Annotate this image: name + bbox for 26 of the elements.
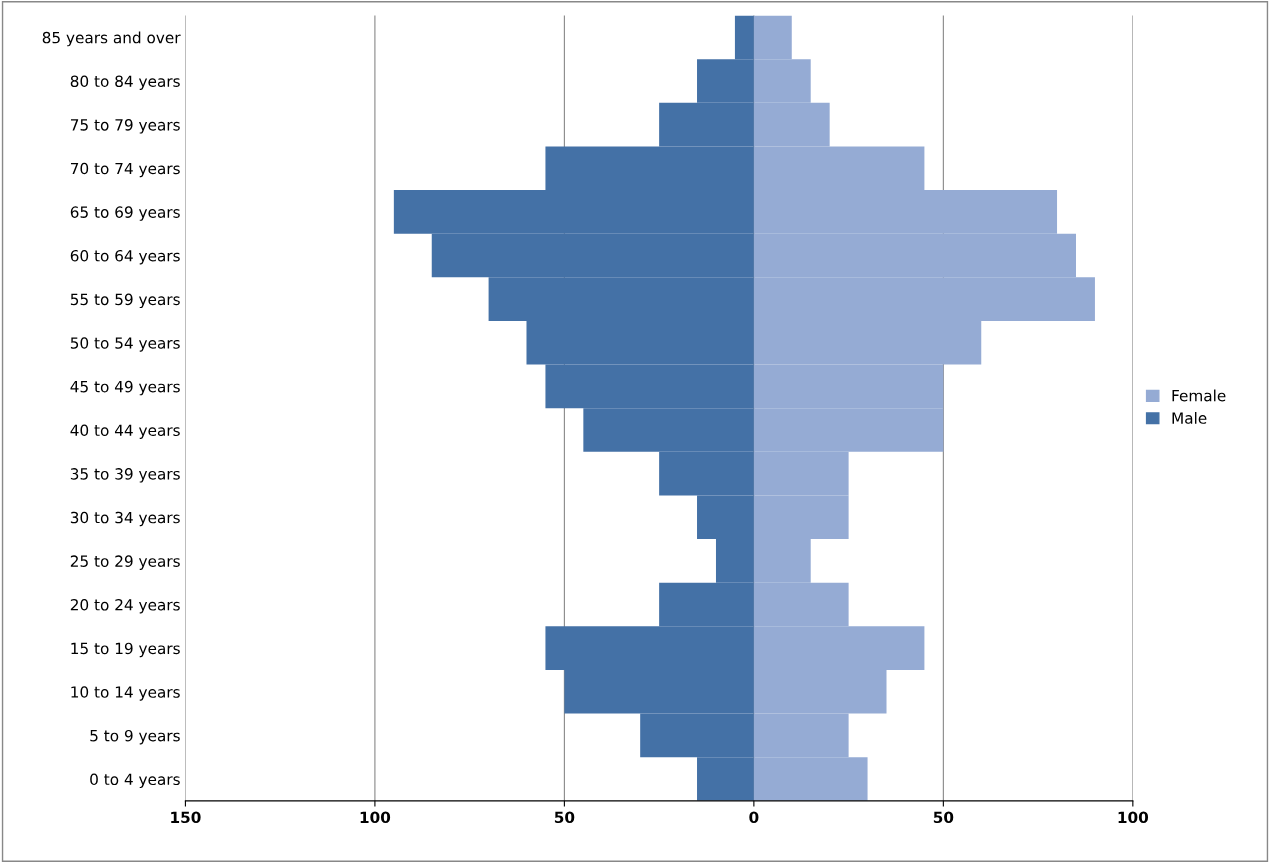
y-tick-label: 35 to 39 years <box>70 468 180 483</box>
y-tick-label: 65 to 69 years <box>70 206 180 221</box>
y-tick-label: 30 to 34 years <box>70 511 180 527</box>
x-tick-label: 50 <box>554 811 575 824</box>
y-tick-label: 75 to 79 years <box>70 119 180 134</box>
y-tick-label: 0 to 4 years <box>90 773 180 789</box>
y-tick-label: 15 to 19 years <box>71 642 180 658</box>
y-tick-label: 20 to 24 years <box>70 599 180 614</box>
y-tick-label: 50 to 54 years <box>70 337 180 352</box>
y-tick-label: 10 to 14 years <box>71 686 180 701</box>
y-tick-label: 70 to 74 years <box>70 162 180 178</box>
y-tick-label: 40 to 44 years <box>70 424 180 439</box>
x-tick-label: 150 <box>171 811 201 824</box>
x-tick-label: 0 <box>749 811 759 824</box>
x-tick-label: 100 <box>360 811 391 824</box>
y-tick-label: 5 to 9 years <box>90 729 180 745</box>
x-tick-label: 100 <box>1118 811 1149 824</box>
y-tick-label: 45 to 49 years <box>70 380 180 396</box>
x-tick-label: 50 <box>933 811 954 824</box>
y-tick-label: 85 years and over <box>42 31 181 47</box>
y-tick-label: 25 to 29 years <box>70 555 180 570</box>
y-tick-label: 80 to 84 years <box>70 75 180 90</box>
legend-label: Male <box>1172 412 1207 424</box>
legend-label: Female <box>1172 389 1226 402</box>
y-tick-label: 55 to 59 years <box>70 293 180 309</box>
y-tick-label: 60 to 64 years <box>70 249 180 265</box>
